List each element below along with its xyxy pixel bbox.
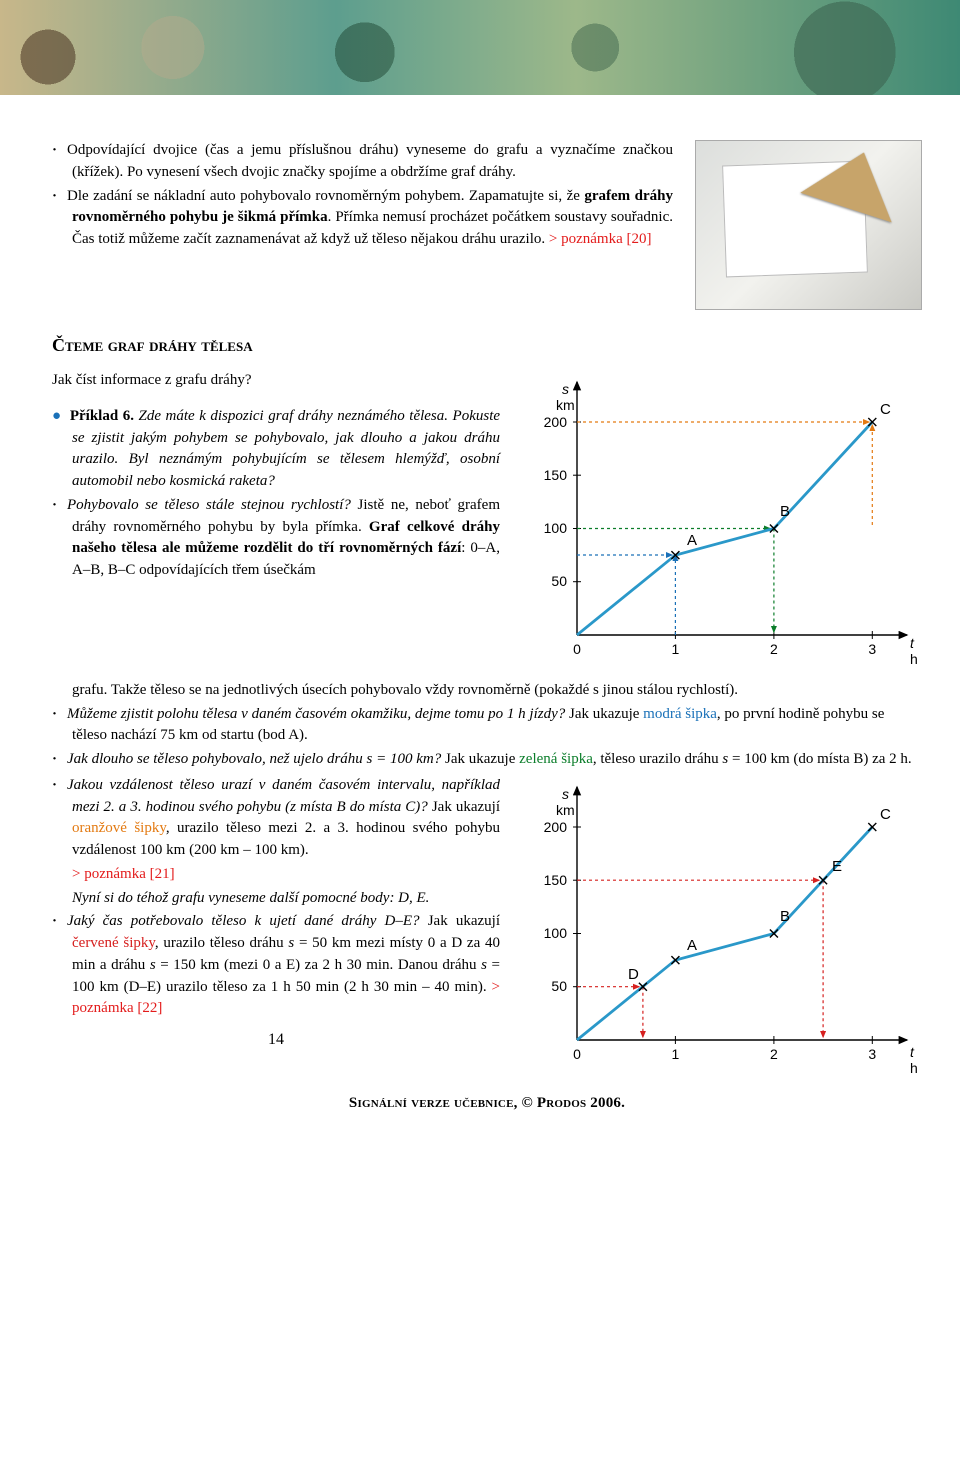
svg-text:s: s — [562, 786, 569, 802]
svg-text:B: B — [780, 908, 790, 925]
svg-text:D: D — [628, 966, 639, 983]
svg-text:E: E — [832, 858, 842, 875]
svg-text:0: 0 — [573, 1046, 581, 1062]
graph-1: 50 100 150 200 s km 0 1 2 3 t h — [522, 370, 922, 678]
svg-text:km: km — [556, 802, 575, 818]
ruler-photo — [695, 140, 922, 310]
svg-text:3: 3 — [868, 641, 876, 657]
svg-text:t: t — [910, 1044, 915, 1060]
svg-text:B: B — [780, 503, 790, 520]
svg-text:h: h — [910, 651, 918, 667]
intro-p2: Dle zadání se nákladní auto pohybovalo r… — [52, 186, 673, 251]
after-graph1-text: grafu. Takže těleso se na jednotlivých ú… — [52, 680, 922, 702]
footer-copyright: Signální verze učebnice, © Prodos 2006. — [52, 1093, 922, 1115]
question-intro: Jak číst informace z grafu dráhy? — [52, 370, 500, 392]
bullet-red-arrow: Jaký čas potřebovalo těleso k ujetí dané… — [52, 911, 500, 1020]
intro-text: Odpovídající dvojice (čas a jemu přísluš… — [52, 140, 673, 310]
svg-text:2: 2 — [770, 641, 778, 657]
intro-p1: Odpovídající dvojice (čas a jemu přísluš… — [52, 140, 673, 184]
example-6: Příklad 6. Zde máte k dispozici graf drá… — [52, 406, 500, 493]
svg-text:A: A — [687, 532, 697, 549]
note-20: > poznámka [20] — [549, 231, 652, 247]
svg-text:200: 200 — [544, 819, 568, 835]
svg-text:50: 50 — [551, 573, 567, 589]
svg-text:km: km — [556, 397, 575, 413]
bullet-de-intro: Nyní si do téhož grafu vyneseme další po… — [52, 888, 500, 910]
svg-text:2: 2 — [770, 1046, 778, 1062]
page-number: 14 — [52, 1028, 500, 1051]
bullet-orange-arrow: Jakou vzdálenost těleso urazí v daném ča… — [52, 775, 500, 862]
svg-text:0: 0 — [573, 641, 581, 657]
svg-text:C: C — [880, 806, 891, 823]
svg-text:s: s — [562, 381, 569, 397]
svg-text:3: 3 — [868, 1046, 876, 1062]
graph-2: 50 100 150 200 s km 0 1 2 3 t h — [522, 775, 922, 1093]
bullet-green-arrow: Jak dlouho se těleso pohybovalo, než uje… — [52, 749, 922, 771]
section-heading: Čteme graf dráhy tělesa — [52, 332, 922, 358]
svg-text:50: 50 — [551, 978, 567, 994]
svg-text:t: t — [910, 635, 915, 651]
svg-text:C: C — [880, 401, 891, 418]
svg-text:h: h — [910, 1060, 918, 1076]
svg-text:A: A — [687, 937, 697, 954]
note-21: > poznámka [21] — [72, 866, 175, 882]
header-banner — [0, 0, 960, 95]
svg-text:100: 100 — [544, 925, 568, 941]
bullet-blue-arrow: Můžeme zjistit polohu tělesa v daném čas… — [52, 704, 922, 748]
svg-text:100: 100 — [544, 520, 568, 536]
svg-text:150: 150 — [544, 872, 568, 888]
bullet-speed: Pohybovalo se těleso stále stejnou rychl… — [52, 495, 500, 582]
svg-text:1: 1 — [672, 641, 680, 657]
svg-text:200: 200 — [544, 414, 568, 430]
svg-text:150: 150 — [544, 467, 568, 483]
svg-text:1: 1 — [672, 1046, 680, 1062]
